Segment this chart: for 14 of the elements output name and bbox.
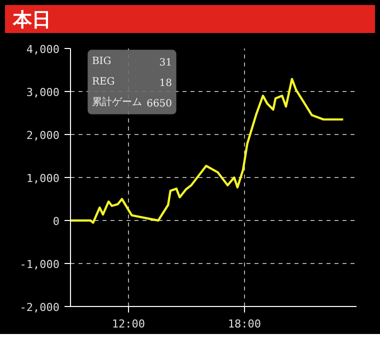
y-tick-label: -1,000 <box>20 258 60 271</box>
text: REG 18 <box>92 76 172 90</box>
x-tick-label: 18:00 <box>228 318 261 330</box>
y-tick-label: 2,000 <box>26 129 60 142</box>
y-tick-label: 3,000 <box>26 86 60 99</box>
y-tick-label: 0 <box>52 215 60 228</box>
annotation: 累計ゲーム 6650 <box>92 96 172 110</box>
text: BIG 31 <box>92 56 172 68</box>
line-series <box>70 78 344 224</box>
y-tick-label: 1,000 <box>26 172 60 185</box>
y-tick-label: 4,000 <box>26 43 60 56</box>
x-tick-label: 12:00 <box>112 318 146 330</box>
y-tick-label: -2,000 <box>20 301 60 314</box>
chart-title: 本日 <box>13 8 51 33</box>
